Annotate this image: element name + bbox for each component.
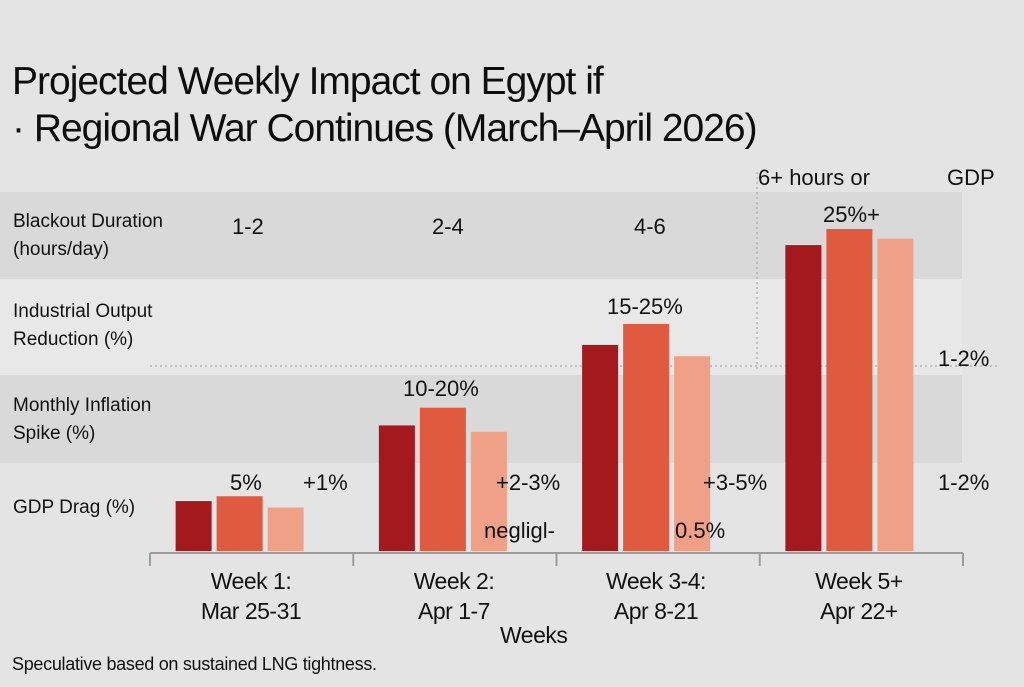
bar-series-3-cat-4	[877, 238, 914, 551]
annotation-gdp-w3: 0.5%	[675, 518, 726, 543]
bar-series-2-cat-2	[419, 407, 466, 551]
annotation-industrial-w3: 15-25%	[607, 294, 683, 319]
bar-series-2-cat-1	[216, 496, 263, 551]
annotation-blackout-w5: 6+ hours or	[758, 165, 870, 190]
row-label-industrial-line-1: Industrial Output	[13, 301, 153, 322]
x-tick-label-week5: Week 5+ Apr 22+	[759, 566, 959, 626]
bar-series-3-cat-2	[470, 431, 507, 551]
x-tick-week3-line-1: Week 3-4:	[606, 568, 706, 594]
footnote: Speculative based on sustained LNG tight…	[12, 654, 377, 674]
annotation-inflation-w2-b: +2-3%	[496, 470, 561, 495]
x-tick-week5-line-2: Apr 22+	[820, 598, 898, 624]
annotation-industrial-right: 1-2%	[938, 346, 990, 371]
row-label-gdp-drag: GDP Drag (%)	[13, 494, 135, 522]
annotation-blackout-w2: 2-4	[432, 214, 464, 239]
x-axis-title: Weeks	[500, 622, 568, 648]
row-label-inflation: Monthly Inflation Spike (%)	[13, 392, 151, 448]
row-label-gdp-drag-line-1: GDP Drag (%)	[13, 497, 136, 518]
row-label-industrial: Industrial Output Reduction (%)	[13, 298, 152, 354]
x-tick-label-week1: Week 1: Mar 25-31	[151, 566, 351, 626]
bar-series-1-cat-3	[582, 344, 619, 551]
annotation-blackout-w3: 4-6	[634, 214, 666, 239]
chart-title-line-1: Projected Weekly Impact on Egypt if	[12, 60, 604, 103]
x-tick-week2-line-2: Apr 1-7	[418, 598, 490, 624]
annotation-gdp-right: 1-2%	[938, 470, 990, 495]
bar-series-2-cat-3	[623, 323, 670, 551]
annotation-inflation-w1: +1%	[303, 470, 348, 495]
bar-series-3-cat-3	[674, 356, 711, 551]
x-axis	[149, 552, 964, 566]
row-label-blackout: Blackout Duration (hours/day)	[13, 208, 163, 264]
bars-group	[175, 229, 914, 551]
chart-title-line-2: · Regional War Continues (March–April 20…	[12, 107, 758, 150]
annotation-gdp-w1: 5%	[230, 470, 262, 495]
bar-series-2-cat-4	[826, 229, 873, 551]
annotation-industrial-w5: 25%+	[823, 202, 880, 227]
row-label-inflation-line-2: Spike (%)	[13, 423, 96, 444]
annotation-gdp-top: GDP	[947, 165, 995, 190]
chart-title: Projected Weekly Impact on Egypt if · Re…	[12, 58, 758, 152]
row-label-blackout-line-2: (hours/day)	[13, 239, 110, 260]
bar-series-1-cat-2	[378, 425, 415, 551]
bar-series-1-cat-1	[175, 501, 212, 551]
x-tick-week5-line-1: Week 5+	[815, 568, 903, 594]
annotation-blackout-w1: 1-2	[232, 214, 264, 239]
x-tick-week1-line-1: Week 1:	[210, 568, 292, 594]
x-tick-label-week3-4: Week 3-4: Apr 8-21	[556, 566, 756, 626]
row-label-industrial-line-2: Reduction (%)	[13, 329, 134, 350]
annotation-inflation-w2: 10-20%	[403, 376, 479, 401]
bar-series-3-cat-1	[267, 507, 304, 551]
x-tick-label-week2: Week 2: Apr 1-7	[354, 566, 554, 626]
annotation-inflation-w3: +3-5%	[703, 470, 768, 495]
row-label-blackout-line-1: Blackout Duration	[13, 211, 163, 232]
x-tick-week2-line-1: Week 2:	[413, 568, 495, 594]
x-tick-week3-line-2: Apr 8-21	[613, 598, 699, 624]
annotation-gdp-w2: negligl-	[484, 518, 555, 543]
x-tick-week1-line-2: Mar 25-31	[200, 598, 302, 624]
row-label-inflation-line-1: Monthly Inflation	[13, 395, 152, 416]
bar-series-1-cat-4	[785, 245, 822, 551]
